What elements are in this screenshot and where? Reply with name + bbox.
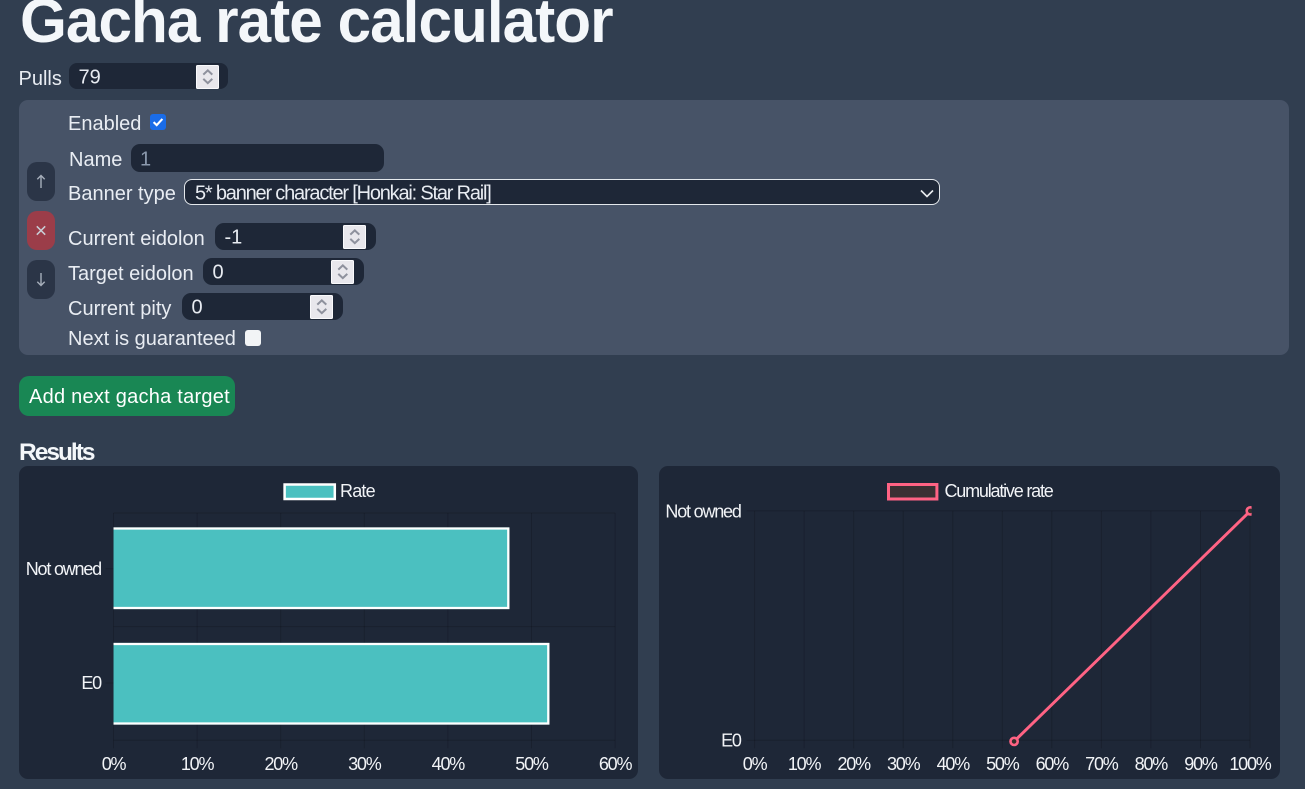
svg-text:50%: 50%: [515, 754, 549, 774]
svg-text:Not owned: Not owned: [665, 502, 740, 522]
svg-text:E0: E0: [81, 673, 102, 693]
svg-text:90%: 90%: [1184, 754, 1218, 774]
svg-text:40%: 40%: [432, 754, 466, 774]
svg-text:80%: 80%: [1135, 754, 1169, 774]
svg-text:60%: 60%: [599, 754, 633, 774]
svg-text:10%: 10%: [181, 754, 215, 774]
svg-text:0%: 0%: [102, 754, 127, 774]
svg-text:Rate: Rate: [340, 481, 376, 501]
svg-text:70%: 70%: [1085, 754, 1119, 774]
svg-text:E0: E0: [721, 731, 742, 751]
svg-text:Not owned: Not owned: [26, 559, 101, 579]
svg-text:20%: 20%: [837, 754, 871, 774]
svg-text:30%: 30%: [348, 754, 382, 774]
svg-text:40%: 40%: [937, 754, 971, 774]
svg-text:0%: 0%: [743, 754, 768, 774]
svg-text:10%: 10%: [788, 754, 822, 774]
svg-text:20%: 20%: [264, 754, 298, 774]
svg-text:100%: 100%: [1229, 754, 1271, 774]
svg-text:Cumulative rate: Cumulative rate: [945, 481, 1054, 501]
svg-text:30%: 30%: [887, 754, 921, 774]
svg-text:50%: 50%: [986, 754, 1020, 774]
svg-text:60%: 60%: [1036, 754, 1070, 774]
